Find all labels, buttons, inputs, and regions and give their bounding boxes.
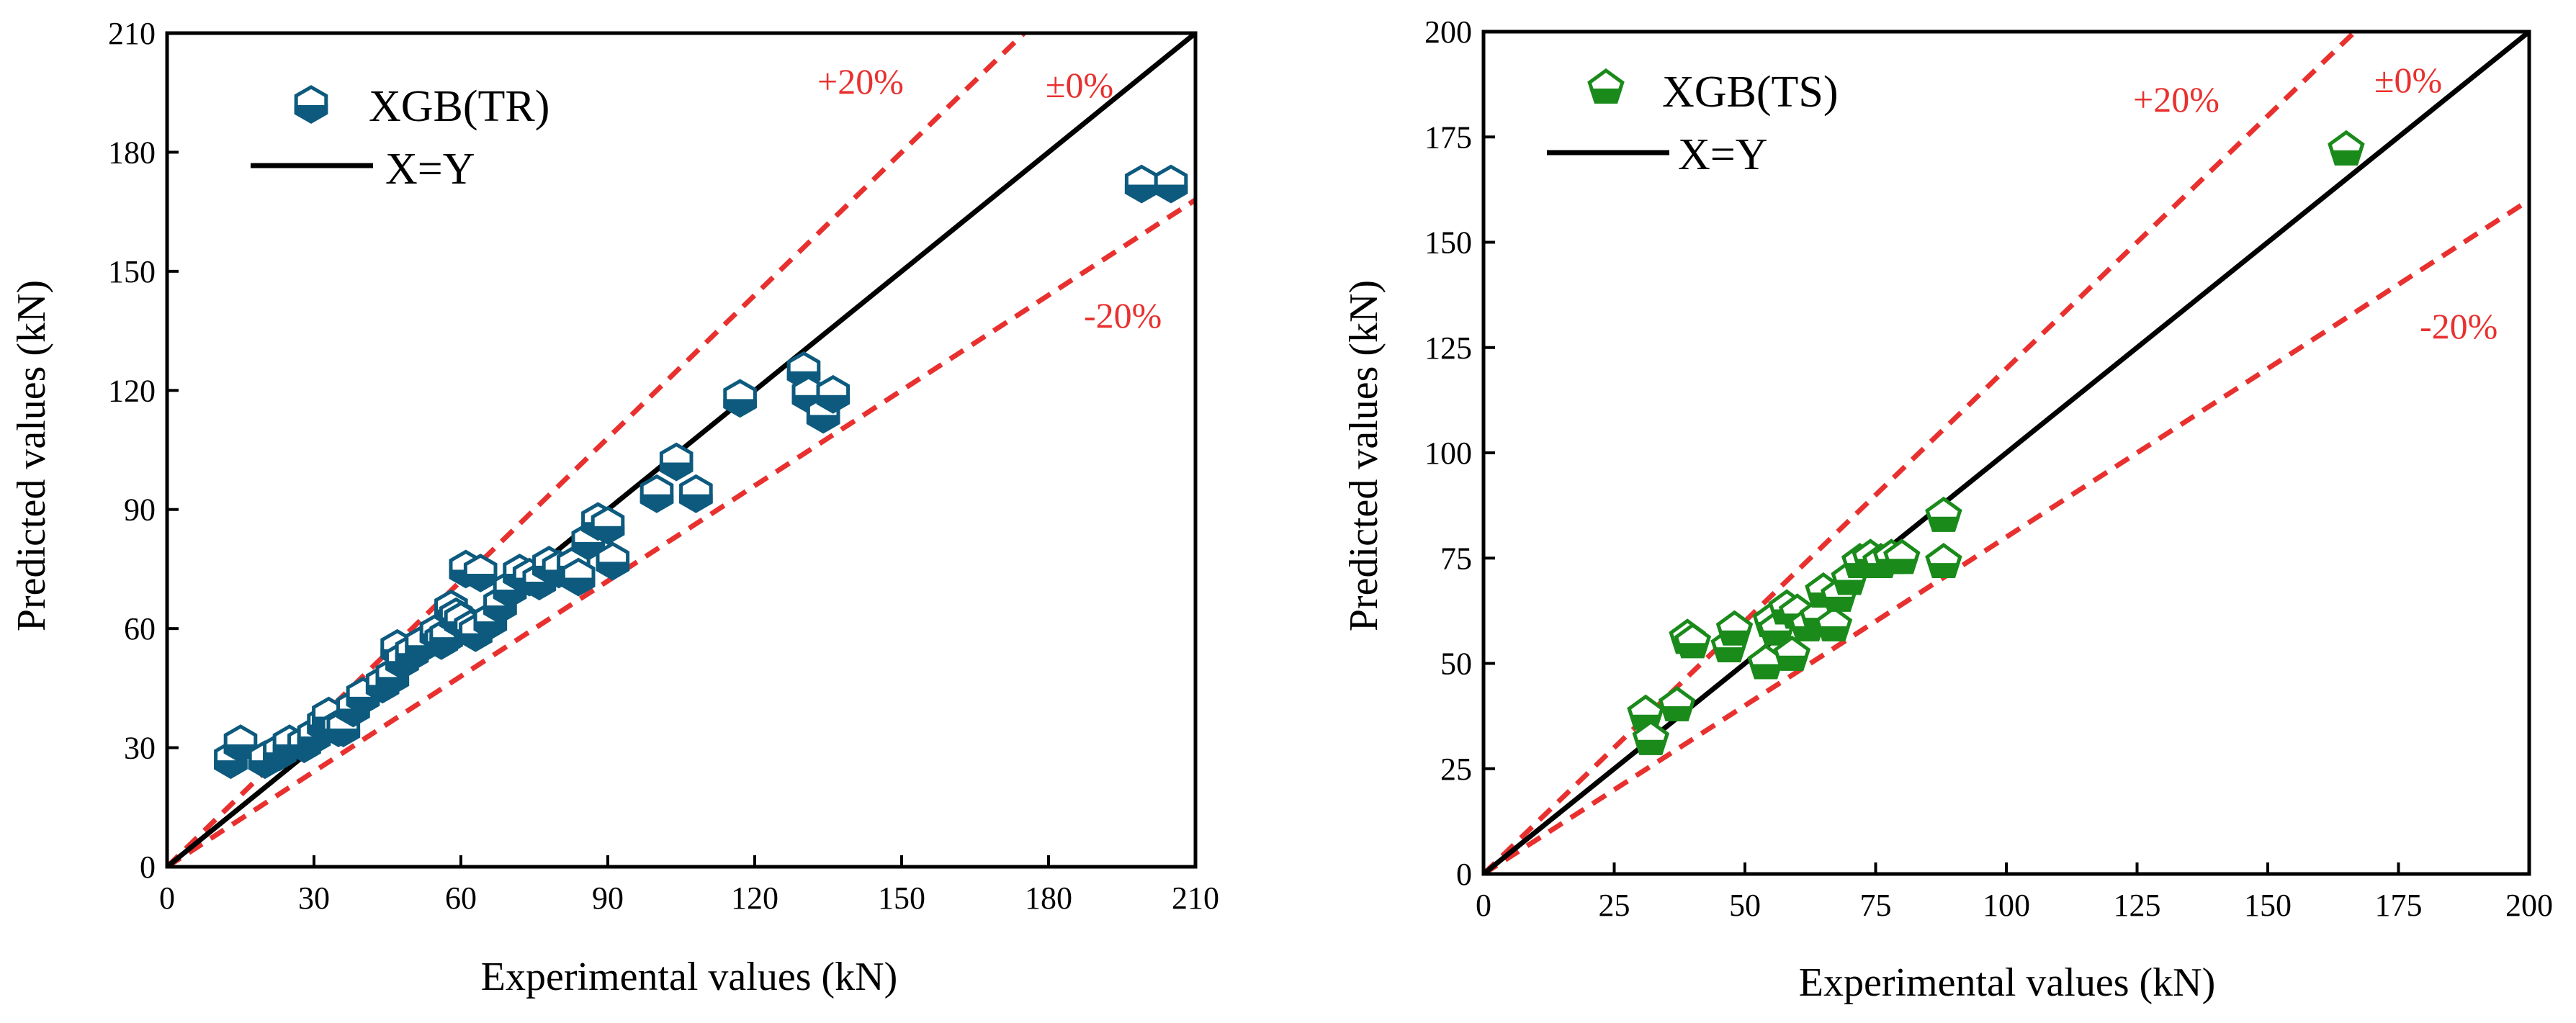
x-tick-label: 50 [1729, 888, 1761, 923]
minus20-line [1484, 198, 2529, 874]
data-point [463, 554, 498, 592]
scatter-series [214, 164, 1188, 779]
minus20-line [167, 197, 1195, 867]
data-point [659, 442, 694, 482]
legend-line-label: X=Y [385, 145, 475, 194]
data-point [816, 374, 851, 414]
plus20-label: +20% [817, 61, 904, 102]
y-tick-label: 210 [108, 16, 156, 51]
y-tick-label: 0 [1456, 857, 1472, 892]
zero-label: ±0% [1046, 65, 1113, 105]
x-tick-label: 100 [1983, 888, 2030, 923]
x-tick-label: 90 [592, 880, 624, 916]
x-tick-label: 0 [159, 880, 175, 916]
x-tick-label: 150 [878, 880, 925, 916]
legend-series-label: XGB(TR) [369, 82, 549, 131]
data-point [223, 724, 258, 763]
zero-label: ±0% [2374, 60, 2442, 100]
y-tick-label: 50 [1440, 646, 1472, 682]
data-point [596, 541, 630, 581]
x-tick-label: 210 [1172, 880, 1219, 916]
data-point [1773, 635, 1811, 671]
data-point [679, 474, 713, 513]
y-tick-label: 150 [108, 254, 156, 289]
x-tick-label: 200 [2505, 888, 2553, 923]
y-tick-label: 60 [124, 611, 156, 646]
legend-series-label: XGB(TS) [1662, 68, 1839, 117]
data-point [1715, 610, 1754, 646]
data-point [561, 557, 596, 597]
y-tick-label: 30 [124, 731, 156, 766]
data-point [1674, 623, 1712, 659]
plus20-label: +20% [2133, 79, 2220, 120]
legend [1547, 68, 1669, 156]
data-point [1815, 605, 1853, 641]
data-point [1658, 685, 1696, 721]
x-tick-label: 25 [1599, 888, 1630, 923]
x-tick-label: 30 [298, 880, 330, 916]
data-point [591, 505, 625, 545]
y-tick-label: 125 [1424, 330, 1472, 366]
y-tick-label: 175 [1424, 120, 1472, 155]
scatter-series [1627, 130, 2365, 755]
data-point [723, 379, 757, 418]
data-point [1124, 164, 1159, 204]
y-tick-label: 150 [1424, 225, 1472, 261]
y-tick-label: 180 [108, 135, 156, 170]
legend [251, 85, 373, 168]
x-axis-title: Experimental values (kN) [481, 955, 897, 999]
minus20-label: -20% [2420, 306, 2498, 346]
data-point [1925, 496, 1962, 532]
y-tick-label: 200 [1424, 14, 1472, 50]
y-tick-label: 0 [140, 850, 156, 885]
x-tick-label: 175 [2375, 888, 2423, 923]
x-tick-label: 120 [731, 880, 778, 916]
x-tick-label: 180 [1025, 880, 1072, 916]
data-point [1883, 538, 1921, 574]
data-point [1154, 164, 1188, 204]
legend-marker [294, 85, 328, 124]
minus20-label: -20% [1084, 295, 1162, 335]
chart-training: 0 30 60 90 120 150 180 210 0 30 60 90 120 150 180 210 E… [9, 16, 1219, 999]
legend-line-label: X=Y [1678, 130, 1768, 179]
y-axis-title: Predicted values (kN) [1342, 280, 1386, 631]
y-tick-label: 100 [1424, 436, 1472, 471]
data-point [1925, 543, 1962, 578]
data-point [1627, 694, 1664, 730]
x-tick-label: 60 [445, 880, 477, 916]
legend-marker [1587, 68, 1625, 104]
chart-testing: 0 25 50 75 100 125 150 175 200 0 25 50 75 100 125 150 17… [1342, 14, 2553, 1005]
x-tick-label: 150 [2244, 888, 2292, 923]
y-tick-label: 90 [124, 492, 156, 528]
y-tick-label: 25 [1440, 752, 1472, 787]
y-tick-label: 75 [1440, 541, 1472, 576]
data-point [639, 474, 674, 513]
y-axis-title: Predicted values (kN) [9, 280, 54, 631]
data-point [1632, 719, 1670, 755]
x-tick-label: 125 [2114, 888, 2161, 923]
x-axis-title: Experimental values (kN) [1799, 960, 2215, 1005]
x-tick-label: 75 [1860, 888, 1892, 923]
plot-frame [165, 31, 1198, 869]
x-tick-label: 0 [1476, 888, 1491, 923]
data-point [2328, 130, 2365, 166]
y-tick-label: 120 [108, 373, 156, 408]
